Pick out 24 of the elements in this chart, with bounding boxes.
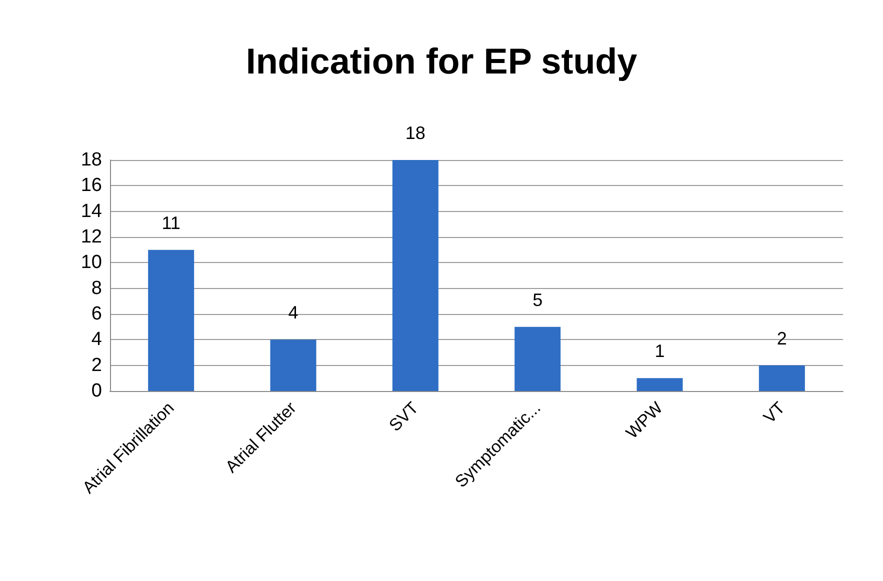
data-label: 2 [776,328,787,348]
data-label: 4 [288,302,298,323]
bar [392,160,438,391]
bar [270,340,316,391]
y-tick-label: 8 [91,278,102,299]
bar [148,250,194,391]
y-tick-label: 10 [80,252,102,274]
y-tick-label: 18 [80,150,102,170]
y-tick-label: 0 [91,380,102,402]
data-label: 5 [532,290,543,310]
x-tick-label: VT [760,398,789,428]
chart-title: Indication for EP study [246,40,638,82]
y-tick-label: 14 [80,200,102,222]
bar [636,378,683,391]
y-tick-label: 16 [80,175,102,196]
y-tick-label: 12 [80,226,102,248]
y-tick-label: 2 [91,354,102,376]
bar [758,365,805,391]
data-label: 18 [405,123,426,143]
y-tick-label: 4 [91,329,102,350]
data-label: 11 [162,212,180,233]
y-tick-label: 6 [91,304,102,324]
bar [514,326,561,391]
data-label: 1 [654,341,665,362]
